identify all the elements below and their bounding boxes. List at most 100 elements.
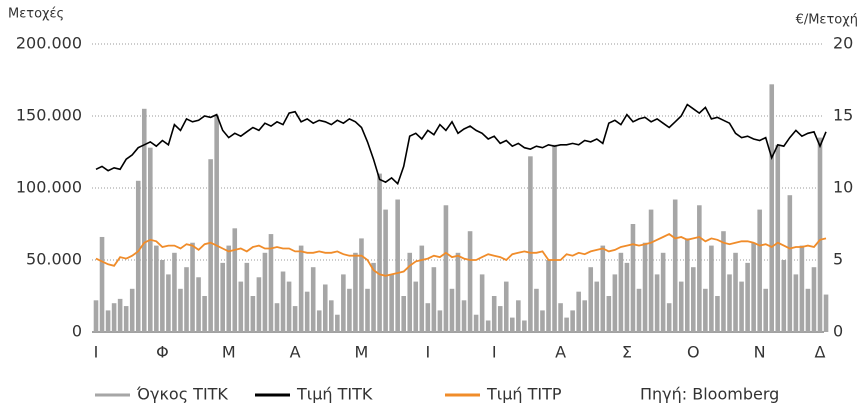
bar <box>123 306 129 332</box>
bar <box>479 274 485 332</box>
x-tick-label: Ι <box>492 343 497 362</box>
bar <box>286 281 292 332</box>
bar <box>377 173 382 332</box>
bar <box>220 262 225 332</box>
bar <box>467 231 473 332</box>
bar <box>654 274 660 332</box>
bar <box>570 310 575 332</box>
x-tick-label: Α <box>555 343 566 362</box>
bar <box>660 252 666 332</box>
bar <box>576 291 581 332</box>
bar <box>491 296 497 332</box>
bar <box>172 252 177 332</box>
bar <box>606 296 612 332</box>
bar <box>196 277 201 332</box>
bar <box>154 245 159 332</box>
bar <box>455 252 461 332</box>
bar <box>208 159 213 332</box>
y-axis-label: Μετοχές <box>8 7 64 22</box>
bar <box>546 260 551 332</box>
bar <box>636 288 642 332</box>
bar <box>522 320 527 332</box>
line <box>95 103 827 186</box>
bar <box>799 245 805 332</box>
bar <box>763 288 768 332</box>
legend-label: Όγκος TITK <box>136 385 228 404</box>
bar <box>105 310 111 332</box>
source-note: Πηγή: Bloomberg <box>640 385 779 404</box>
bar <box>624 262 630 332</box>
y2-tick-label: 0 <box>833 322 843 341</box>
bar <box>630 224 636 332</box>
bar <box>503 281 509 332</box>
bar <box>431 267 437 332</box>
bar <box>449 288 455 332</box>
bar <box>256 277 262 332</box>
bar <box>383 209 388 332</box>
x-tick-label: Ι <box>94 343 99 362</box>
x-tick-label: Φ <box>156 343 169 362</box>
bar <box>178 288 183 332</box>
bar <box>329 300 334 332</box>
x-tick-label: Ν <box>754 343 766 362</box>
bar <box>141 108 147 332</box>
bar <box>582 300 587 332</box>
bar <box>811 267 817 332</box>
bar <box>733 252 738 332</box>
bar <box>280 271 286 332</box>
bar <box>781 260 787 332</box>
bar <box>516 300 521 332</box>
bar <box>443 205 449 332</box>
y2-tick-label: 20 <box>833 34 853 53</box>
bar <box>160 260 165 332</box>
bar <box>190 242 195 332</box>
bar <box>727 274 732 332</box>
bar <box>721 231 726 332</box>
bar <box>359 238 364 332</box>
bar <box>678 281 684 332</box>
bar <box>703 288 708 332</box>
bar <box>745 262 750 332</box>
x-tick-label: Α <box>290 343 301 362</box>
bar <box>365 288 370 332</box>
bar <box>775 144 781 332</box>
bar <box>594 281 600 332</box>
bar <box>612 274 618 332</box>
y2-axis-label: €/Μετοχή <box>796 13 858 28</box>
bar <box>419 245 425 332</box>
legend-label: Τιμή TITK <box>296 385 373 404</box>
y-tick-label: 100.000 <box>16 178 82 197</box>
bar <box>353 252 358 332</box>
x-tick-label: Δ <box>815 343 826 362</box>
bar <box>672 199 678 332</box>
bar <box>304 291 310 332</box>
legend-label: Τιμή TITP <box>486 385 562 404</box>
bar <box>250 296 256 332</box>
bar <box>166 274 171 332</box>
bar <box>395 199 400 332</box>
bar <box>316 310 322 332</box>
bar <box>292 306 298 332</box>
bar <box>99 236 105 332</box>
y-tick-label: 200.000 <box>16 34 82 53</box>
bar <box>588 267 594 332</box>
bar <box>600 245 606 332</box>
bar <box>510 317 515 332</box>
y-tick-label: 0 <box>72 322 82 341</box>
bar <box>823 294 829 332</box>
x-tick-label: Μ <box>355 343 369 362</box>
bar <box>214 116 219 332</box>
x-tick-label: Σ <box>622 343 632 362</box>
bar <box>757 209 762 332</box>
bar <box>461 300 467 332</box>
bar <box>202 296 207 332</box>
y2-tick-label: 10 <box>833 178 853 197</box>
bar <box>618 252 624 332</box>
bar <box>407 252 413 332</box>
bar <box>709 245 714 332</box>
bar <box>298 245 304 332</box>
bar <box>244 262 250 332</box>
bar <box>666 303 672 332</box>
bar <box>648 209 654 332</box>
